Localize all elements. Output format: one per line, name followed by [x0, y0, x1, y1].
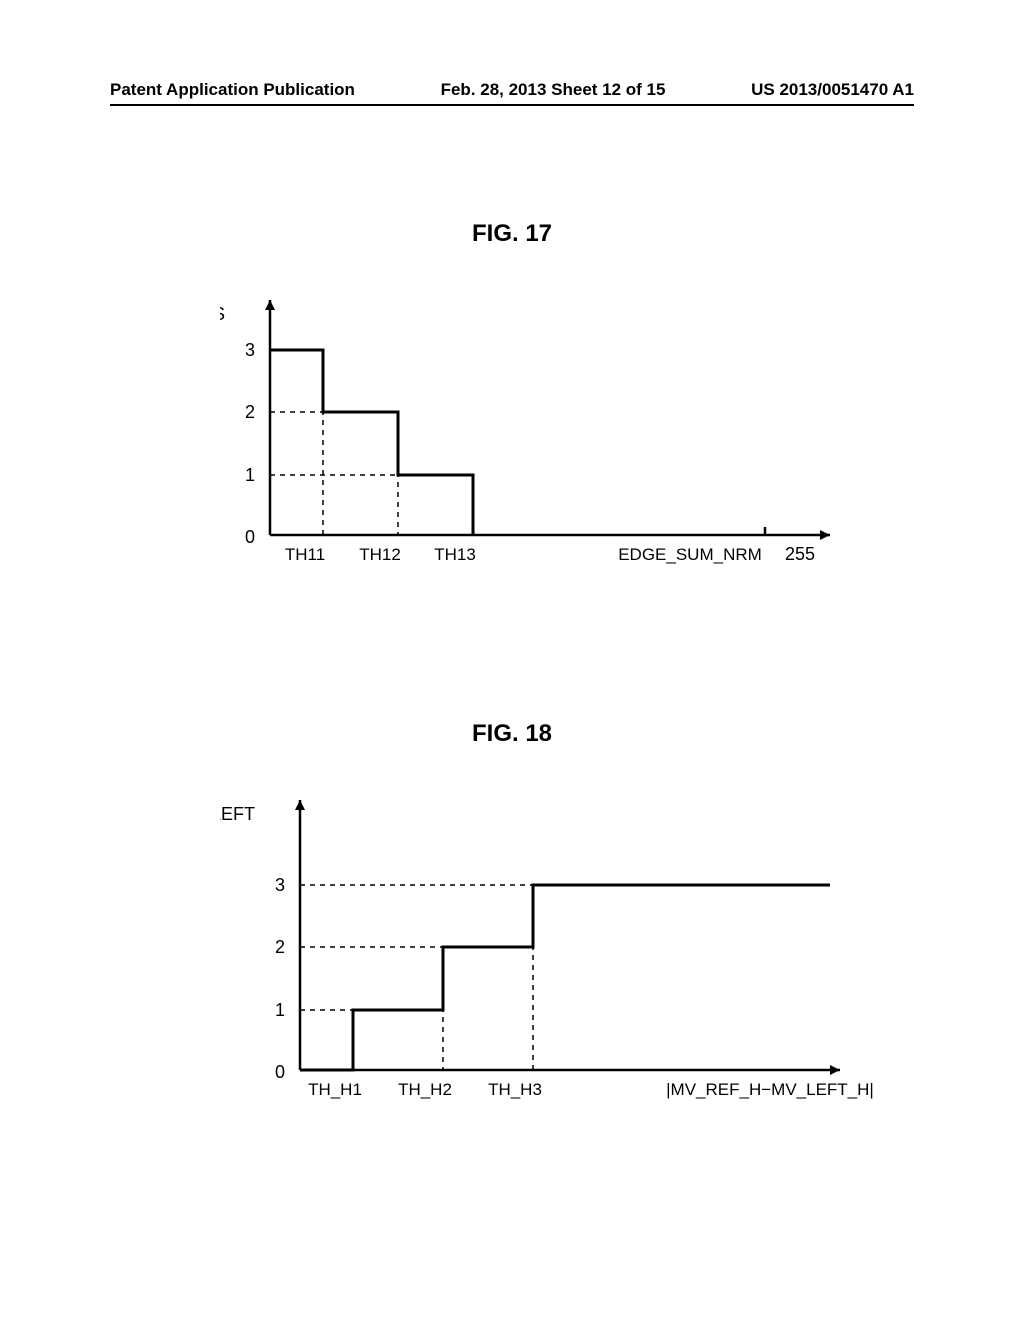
fig18-title: FIG. 18	[472, 720, 552, 748]
svg-text:|MV_REF_H−MV_LEFT_H|: |MV_REF_H−MV_LEFT_H|	[666, 1080, 874, 1099]
svg-text:3: 3	[275, 875, 285, 895]
header-right: US 2013/0051470 A1	[751, 80, 914, 100]
svg-text:TH11: TH11	[285, 545, 325, 564]
fig17-svg: 3 2 1 0 TH11 TH12 TH13 DS 255 EDGE_SUM_NRM	[220, 290, 870, 595]
svg-text:3: 3	[245, 340, 255, 360]
svg-text:EDGE_SUM_NRM: EDGE_SUM_NRM	[618, 545, 762, 564]
svg-text:2: 2	[275, 937, 285, 957]
svg-text:MV_H_LEFT: MV_H_LEFT	[220, 804, 255, 825]
fig18-svg: 3 2 1 0 TH_H1 TH_H2 TH_H3 MV_H_LEFT |MV_REF_H−MV…	[220, 790, 880, 1130]
svg-text:1: 1	[245, 465, 255, 485]
header-center: Feb. 28, 2013 Sheet 12 of 15	[441, 80, 666, 100]
svg-text:1: 1	[275, 1000, 285, 1020]
svg-text:TH12: TH12	[359, 545, 401, 564]
header-left: Patent Application Publication	[110, 80, 355, 100]
svg-text:2: 2	[245, 402, 255, 422]
fig18-chart: 3 2 1 0 TH_H1 TH_H2 TH_H3 MV_H_LEFT |MV_REF_H−MV…	[220, 790, 880, 1130]
svg-text:TH_H1: TH_H1	[308, 1080, 362, 1099]
page-header: Patent Application Publication Feb. 28, …	[110, 80, 914, 106]
svg-text:0: 0	[245, 527, 255, 547]
svg-text:TH13: TH13	[434, 545, 476, 564]
svg-text:TH_H3: TH_H3	[488, 1080, 542, 1099]
svg-text:255: 255	[785, 544, 815, 564]
svg-text:DS: DS	[220, 304, 225, 324]
fig17-title: FIG. 17	[472, 220, 552, 248]
svg-text:0: 0	[275, 1062, 285, 1082]
svg-text:TH_H2: TH_H2	[398, 1080, 452, 1099]
fig17-chart: 3 2 1 0 TH11 TH12 TH13 DS 255 EDGE_SUM_NRM	[220, 290, 870, 595]
